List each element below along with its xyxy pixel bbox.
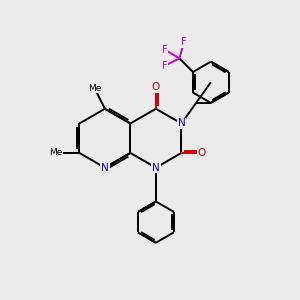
Text: N: N [152,163,160,173]
Text: Me: Me [88,84,101,93]
Text: O: O [198,148,206,158]
Text: F: F [162,61,167,71]
Text: Me: Me [49,148,62,158]
Text: O: O [152,82,160,92]
Text: F: F [181,37,187,47]
Text: N: N [178,118,185,128]
Text: N: N [101,163,109,173]
Text: F: F [162,45,167,55]
